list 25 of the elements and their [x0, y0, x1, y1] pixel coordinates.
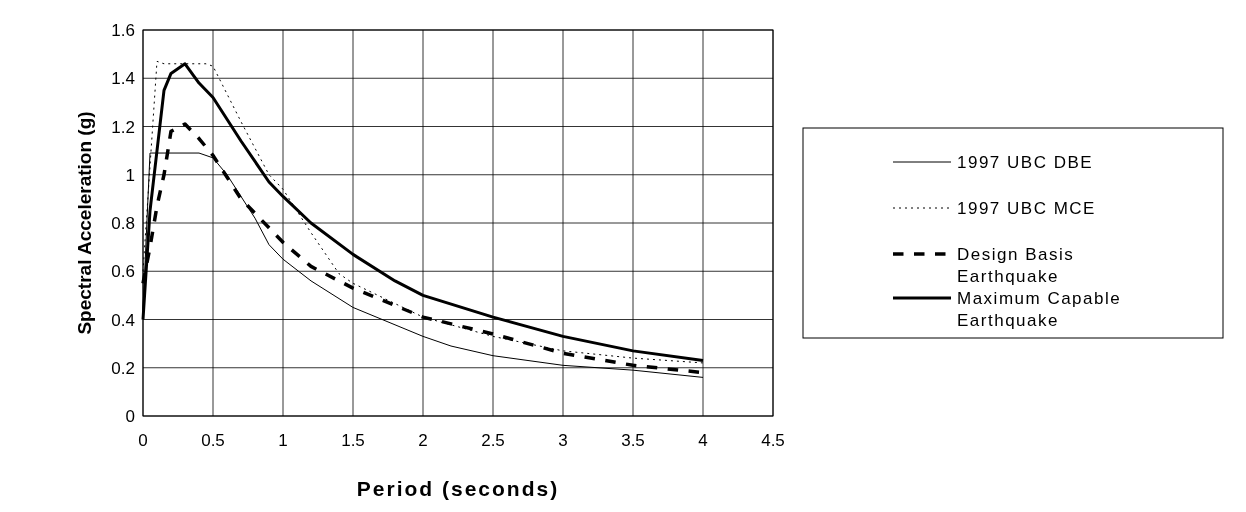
legend-label: Maximum Capable Earthquake: [957, 289, 1122, 330]
legend-label: 1997 UBC MCE: [957, 199, 1096, 218]
x-axis-title: Period (seconds): [356, 477, 560, 500]
y-tick-label: 0.6: [111, 262, 135, 282]
x-tick-label: 1: [278, 431, 288, 450]
y-tick-label: 1.4: [111, 69, 135, 89]
x-tick-label: 3: [558, 431, 568, 450]
y-tick-label: 0.2: [111, 358, 135, 378]
x-tick-label: 0.5: [201, 431, 225, 450]
y-tick-label: 0.4: [111, 310, 135, 330]
y-tick-label: 1.2: [111, 117, 135, 137]
x-tick-label: 2: [418, 431, 428, 450]
x-tick-label: 0: [138, 431, 148, 450]
x-tick-label: 2.5: [481, 431, 505, 450]
x-tick-label: 3.5: [621, 431, 645, 450]
legend-label: Design Basis Earthquake: [957, 245, 1075, 286]
y-tick-label: 0: [125, 407, 135, 426]
legend-label: 1997 UBC DBE: [957, 153, 1094, 172]
x-tick-label: 4.5: [761, 431, 785, 450]
y-tick-label: 1.6: [111, 21, 135, 40]
x-tick-label: 4: [698, 431, 708, 450]
y-axis-title: Spectral Acceleration (g): [74, 111, 95, 335]
y-tick-label: 1: [125, 165, 135, 185]
x-tick-label: 1.5: [341, 431, 365, 450]
y-tick-label: 0.8: [111, 214, 135, 233]
